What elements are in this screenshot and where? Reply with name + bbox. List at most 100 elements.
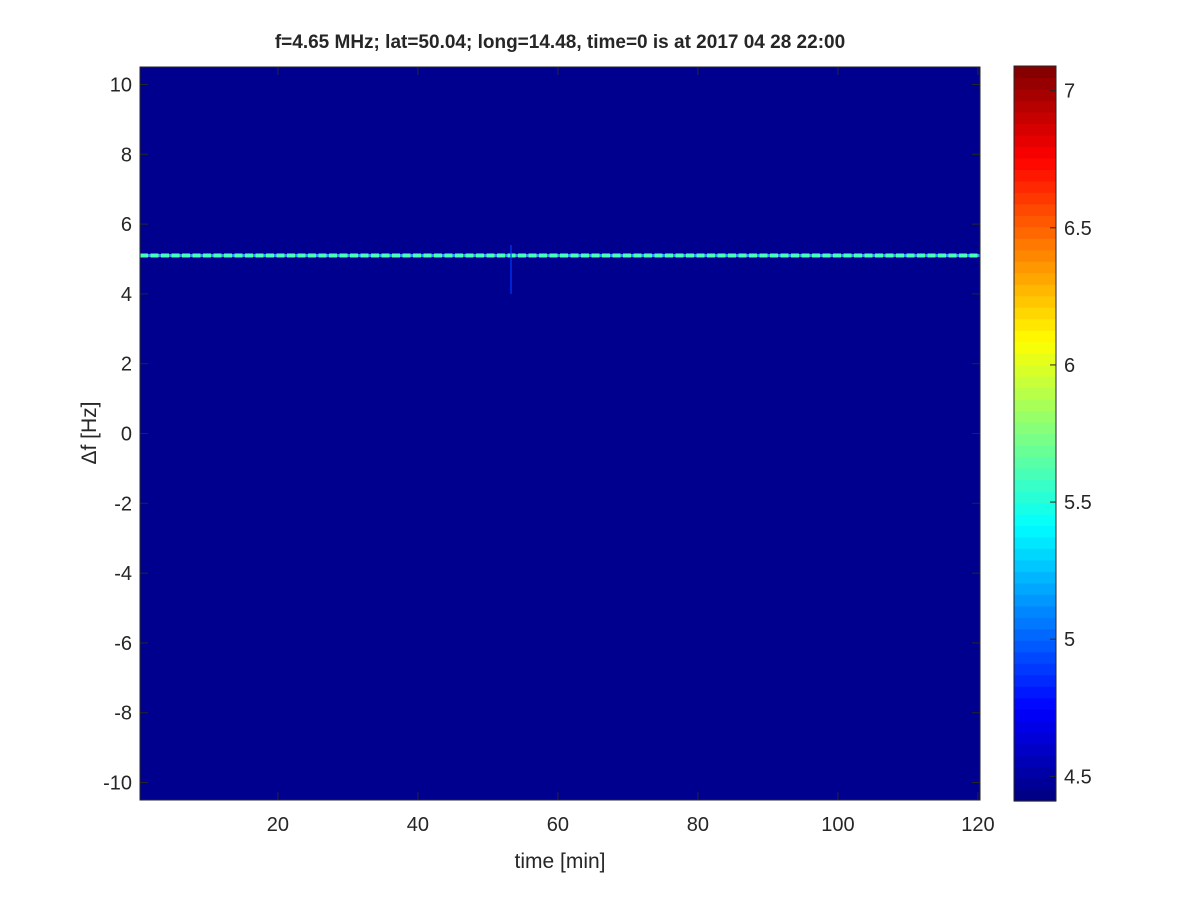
signal-line-segment xyxy=(633,253,642,258)
y-tick-label: 4 xyxy=(121,284,132,306)
colorbar-band xyxy=(1014,617,1056,630)
colorbar-band xyxy=(1014,364,1056,377)
signal-line-gap xyxy=(725,253,728,257)
signal-line-gap xyxy=(788,253,791,257)
signal-line-gap xyxy=(841,253,844,257)
signal-line-segment xyxy=(728,253,736,258)
signal-line-gap xyxy=(526,253,529,257)
signal-line-segment xyxy=(833,253,841,258)
signal-line-segment xyxy=(801,253,810,258)
chart-title: f=4.65 MHz; lat=50.04; long=14.48, time=… xyxy=(275,32,845,53)
y-tick-label: -4 xyxy=(114,563,132,585)
colorbar-tick-label: 6 xyxy=(1064,355,1075,377)
colorbar-band xyxy=(1014,88,1056,102)
colorbar-tick-label: 7 xyxy=(1064,81,1075,103)
signal-line-segment xyxy=(948,253,957,258)
colorbar-band xyxy=(1014,640,1056,653)
signal-line-segment xyxy=(245,253,253,258)
signal-line-gap xyxy=(652,253,655,257)
signal-line-segment xyxy=(969,253,978,258)
colorbar-band xyxy=(1014,709,1056,722)
colorbar-band xyxy=(1014,272,1056,285)
signal-line-gap xyxy=(158,253,161,257)
signal-line-segment xyxy=(423,253,432,258)
colorbar-band xyxy=(1014,766,1056,779)
signal-line-segment xyxy=(612,253,621,258)
signal-line-segment xyxy=(875,253,883,258)
signal-line-gap xyxy=(599,253,602,257)
colorbar-band xyxy=(1014,66,1056,79)
signal-line-segment xyxy=(675,253,684,258)
heatmap-background xyxy=(140,67,980,800)
y-tick-label: 8 xyxy=(121,144,132,166)
signal-line-gap xyxy=(368,253,371,257)
colorbar-band xyxy=(1014,479,1056,492)
colorbar-band xyxy=(1014,169,1056,182)
signal-line-gap xyxy=(862,253,865,257)
signal-line-segment xyxy=(896,253,904,258)
colorbar-band xyxy=(1014,778,1056,791)
signal-line-gap xyxy=(935,253,938,257)
signal-line-segment xyxy=(528,253,537,258)
colorbar-band xyxy=(1014,353,1056,366)
signal-line-gap xyxy=(305,253,308,257)
signal-line-gap xyxy=(809,253,812,257)
colorbar-band xyxy=(1014,330,1056,343)
colorbar-band xyxy=(1014,100,1056,113)
y-tick-label: -6 xyxy=(114,633,132,655)
signal-line-segment xyxy=(224,253,232,258)
signal-line-gap xyxy=(211,253,214,257)
colorbar-band xyxy=(1014,341,1056,354)
signal-line-gap xyxy=(463,253,466,257)
colorbar-band xyxy=(1014,318,1056,331)
y-axis: -10 -8 -6 -4 -2 0 2 4 6 8 10 xyxy=(103,74,980,795)
colorbar-band xyxy=(1014,134,1056,147)
signal-line-segment xyxy=(959,253,967,258)
signal-line-gap xyxy=(431,253,434,257)
signal-line-gap xyxy=(662,253,665,257)
signal-line-segment xyxy=(560,253,568,258)
x-tick-label: 60 xyxy=(547,814,569,836)
signal-line-gap xyxy=(200,253,203,257)
signal-line-segment xyxy=(665,253,673,258)
signal-line-gap xyxy=(757,253,760,257)
signal-line-segment xyxy=(297,253,306,258)
y-tick-label: -2 xyxy=(114,493,132,515)
signal-line-gap xyxy=(631,253,634,257)
colorbar-band xyxy=(1014,732,1056,745)
signal-line-segment xyxy=(686,253,694,258)
colorbar-band xyxy=(1014,755,1056,768)
signal-line-gap xyxy=(778,253,781,257)
y-tick-label: 6 xyxy=(121,214,132,236)
colorbar-band xyxy=(1014,513,1056,526)
signal-line-gap xyxy=(799,253,802,257)
colorbar-band xyxy=(1014,720,1056,733)
signal-line-segment xyxy=(203,253,211,258)
signal-line-segment xyxy=(329,253,337,258)
signal-line-gap xyxy=(914,253,917,257)
colorbar-band xyxy=(1014,157,1056,170)
signal-line-segment xyxy=(486,253,495,258)
signal-line-segment xyxy=(696,253,705,258)
plot-area xyxy=(139,66,981,801)
signal-line-segment xyxy=(213,253,222,258)
signal-line-gap xyxy=(358,253,361,257)
colorbar-band xyxy=(1014,261,1056,274)
signal-line-gap xyxy=(557,253,560,257)
x-tick-label: 40 xyxy=(407,814,429,836)
colorbar-band xyxy=(1014,203,1056,216)
signal-line-segment xyxy=(318,253,327,258)
signal-line-gap xyxy=(148,253,151,257)
signal-line-gap xyxy=(442,253,445,257)
signal-line-segment xyxy=(234,253,243,258)
colorbar-band xyxy=(1014,686,1056,699)
colorbar-band xyxy=(1014,559,1056,572)
signal-line-gap xyxy=(893,253,896,257)
signal-line-gap xyxy=(263,253,266,257)
signal-line-segment xyxy=(549,253,558,258)
colorbar-band xyxy=(1014,376,1056,389)
signal-line-gap xyxy=(956,253,959,257)
colorbar-band xyxy=(1014,123,1056,136)
colorbar-band xyxy=(1014,180,1056,193)
signal-line-gap xyxy=(536,253,539,257)
